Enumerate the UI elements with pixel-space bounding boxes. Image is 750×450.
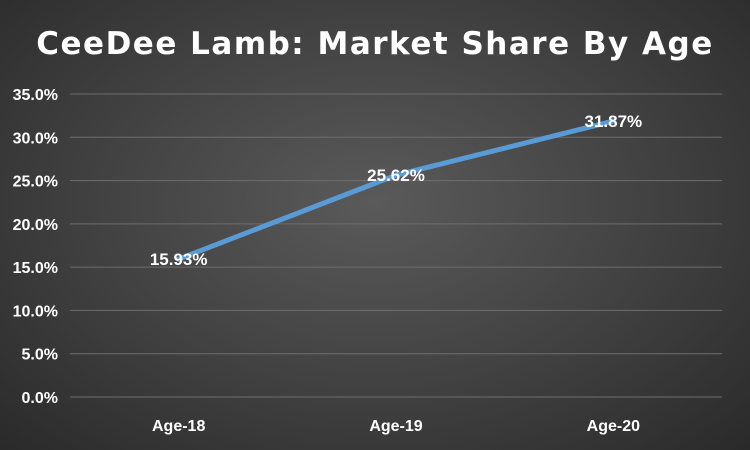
y-tick-label: 35.0% — [13, 87, 58, 104]
y-tick-label: 0.0% — [22, 390, 58, 407]
y-tick-label: 25.0% — [13, 174, 58, 191]
series-line — [176, 118, 616, 262]
x-tick-label: Age-18 — [152, 418, 205, 435]
x-tick-label: Age-19 — [369, 418, 422, 435]
y-tick-label: 20.0% — [13, 217, 58, 234]
gridlines — [70, 93, 722, 398]
data-point — [610, 118, 616, 124]
x-axis-ticks: Age-18 Age-19 Age-20 — [152, 418, 640, 435]
data-point — [393, 172, 399, 178]
y-tick-label: 10.0% — [13, 303, 58, 320]
data-labels: 15.93% 25.62% 31.87% — [150, 112, 642, 269]
series-lines — [176, 118, 616, 262]
chart-title: CeeDee Lamb: Market Share By Age — [36, 26, 714, 62]
y-tick-label: 30.0% — [13, 130, 58, 147]
data-point — [176, 256, 182, 262]
data-label: 15.93% — [150, 250, 208, 269]
y-axis-ticks: 0.0% 5.0% 10.0% 15.0% 20.0% 25.0% 30.0% 35.0% — [13, 87, 58, 407]
y-tick-label: 15.0% — [13, 260, 58, 277]
data-label: 25.62% — [367, 166, 425, 185]
y-tick-label: 5.0% — [22, 347, 58, 364]
data-label: 31.87% — [584, 112, 642, 131]
x-tick-label: Age-20 — [587, 418, 640, 435]
